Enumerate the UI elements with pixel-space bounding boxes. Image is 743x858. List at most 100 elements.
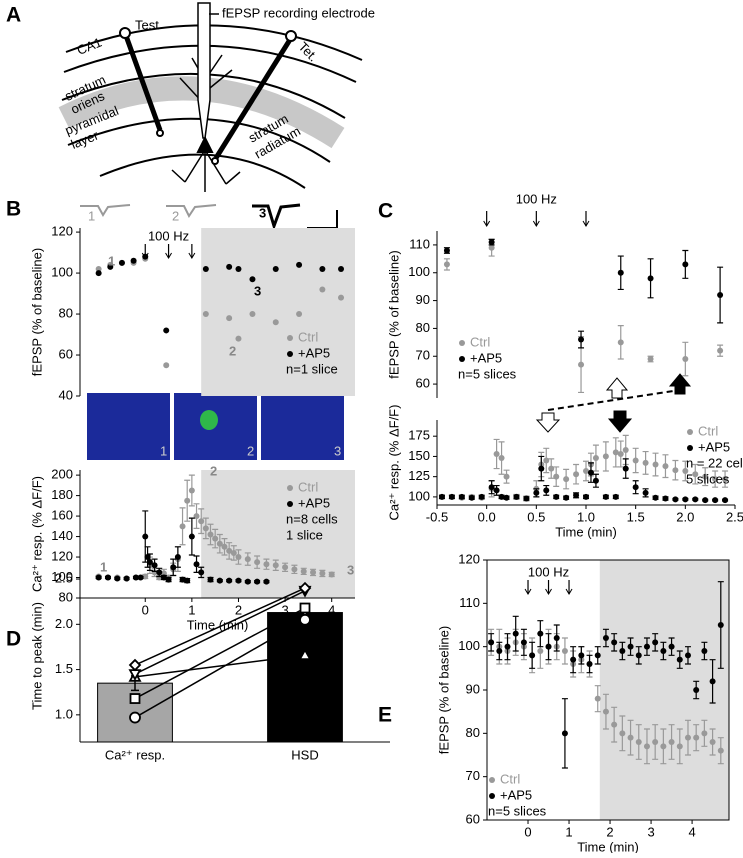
y-tick-label: 120 (51, 548, 73, 563)
data-point (488, 639, 495, 646)
data-point (578, 336, 585, 343)
pair-line (134, 607, 306, 700)
data-point (709, 739, 716, 745)
panel-letter: D (6, 628, 21, 651)
data-point (488, 244, 495, 251)
data-point (647, 356, 654, 363)
data-point (263, 561, 270, 568)
data-point (617, 269, 624, 276)
y-axis-label: Ca²⁺ resp. (% ΔF/F) (29, 476, 44, 592)
data-point (701, 648, 708, 654)
data-point (592, 477, 599, 484)
shaded-region (599, 560, 729, 820)
data-point (118, 259, 125, 266)
data-point (602, 493, 609, 500)
data-point (643, 743, 650, 750)
data-point (142, 533, 149, 540)
pair-line (134, 619, 306, 719)
data-point (672, 496, 679, 503)
data-point (543, 487, 550, 494)
y-tick-label: 150 (408, 448, 430, 463)
data-point (254, 578, 261, 585)
data-point (142, 253, 149, 260)
data-point (498, 455, 505, 462)
data-point (221, 543, 228, 550)
data-point (594, 652, 601, 659)
data-point (212, 535, 219, 542)
data-point (586, 661, 593, 667)
data-point (207, 531, 214, 538)
data-point (642, 489, 649, 496)
data-point (684, 734, 691, 741)
data-point (104, 574, 111, 581)
panel-letter: B (6, 198, 21, 221)
trace-label: 2 (172, 208, 179, 223)
data-point (244, 578, 251, 585)
y-tick-label: 100 (408, 264, 430, 279)
data-point (662, 495, 669, 502)
point-label: 3 (254, 283, 261, 298)
x-tick-label: 0.5 (527, 509, 545, 524)
data-point (627, 643, 634, 650)
y-tick-label: 60 (416, 376, 430, 391)
data-point (537, 648, 544, 654)
data-point (563, 494, 570, 501)
data-point (573, 471, 580, 478)
data-point (660, 648, 667, 654)
pair-marker (128, 658, 142, 672)
legend-label: +AP5 (470, 350, 502, 365)
legend-note: 1 slice (286, 527, 323, 542)
data-point (249, 311, 256, 318)
calcium-images (87, 393, 344, 460)
data-point (235, 335, 242, 342)
y-tick-label: 100 (51, 569, 73, 584)
stimulus-arrowhead (165, 252, 172, 259)
x-tick-label: Ca²⁺ resp. (105, 747, 165, 762)
x-tick-label: 2.0 (676, 509, 694, 524)
legend-label: Ctrl (698, 423, 718, 438)
data-point (216, 577, 223, 584)
pair-line (134, 587, 306, 666)
legend-note: n=5 slices (488, 803, 547, 818)
fepsp-traces (80, 203, 338, 231)
data-point (198, 518, 205, 525)
data-point (722, 476, 729, 483)
y-tick-label: 200 (51, 467, 73, 482)
x-tick-label: 2 (235, 602, 242, 617)
data-point (533, 489, 540, 496)
legend-label: Ctrl (298, 479, 318, 494)
data-point (319, 286, 326, 293)
data-point (493, 451, 500, 457)
data-point (702, 473, 709, 480)
data-point (617, 451, 624, 457)
hippocampus-diagram (58, 2, 363, 192)
data-point (573, 492, 580, 499)
data-point (130, 257, 137, 264)
y-axis-label: fEPSP (% of baseline) (386, 250, 401, 378)
data-point (602, 453, 609, 460)
data-point (493, 487, 500, 494)
data-point (583, 493, 589, 500)
data-point (488, 484, 495, 491)
pair-marker (298, 581, 312, 595)
diagram-label: CA1 (75, 35, 104, 58)
data-point (160, 574, 167, 581)
data-point (184, 497, 191, 504)
x-axis-label: Time (min) (187, 617, 249, 632)
data-point (207, 576, 214, 583)
data-point (709, 678, 716, 685)
data-point (682, 261, 689, 268)
data-point (717, 622, 724, 628)
data-point (95, 574, 102, 581)
x-tick-label: 1 (565, 824, 572, 839)
point-label: 2 (210, 463, 217, 478)
stimulus-arrowhead (524, 588, 532, 595)
stimulus-arrowhead (532, 220, 540, 227)
data-point (478, 493, 485, 500)
data-point (538, 465, 545, 472)
legend-label: Ctrl (470, 334, 490, 349)
data-point (272, 319, 279, 326)
data-point (95, 270, 102, 277)
data-point (611, 721, 618, 728)
data-point (622, 446, 629, 453)
